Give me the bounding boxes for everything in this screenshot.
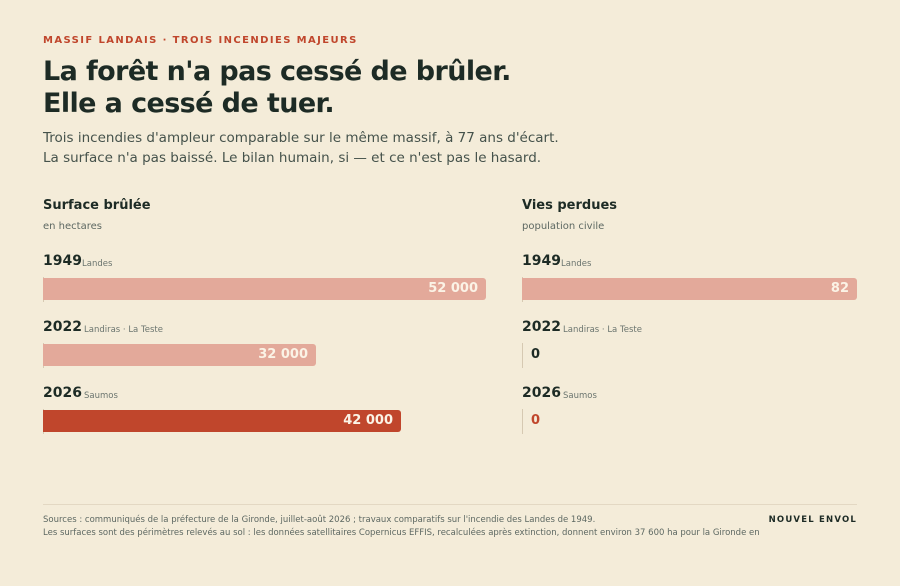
headline-line-2: Elle a cessé de tuer.	[43, 88, 335, 119]
place-label: Saumos	[84, 391, 118, 401]
place-label: Saumos	[563, 391, 597, 401]
sources-line-1: Sources : communiqués de la préfecture d…	[43, 515, 596, 525]
place-label: Landiras · La Teste	[563, 325, 642, 335]
bar-value-label: 0	[531, 413, 541, 428]
footer-divider	[43, 504, 857, 505]
lives-chart-unit: population civile	[522, 221, 605, 232]
bar	[522, 278, 857, 300]
kicker: MASSIF LANDAIS · TROIS INCENDIES MAJEURS	[43, 35, 358, 46]
lives-chart-title: Vies perdues	[522, 198, 618, 213]
year-label: 2026	[43, 385, 82, 401]
year-label: 1949	[522, 253, 561, 269]
chart-row: 1949 Landes 52 000	[43, 253, 486, 303]
infographic: MASSIF LANDAIS · TROIS INCENDIES MAJEURS…	[43, 0, 857, 586]
sources-line-2: Les surfaces sont des périmètres relevés…	[43, 527, 760, 538]
brand-logo: NOUVEL ENVOL	[768, 515, 857, 525]
dek-line-1: Trois incendies d'ampleur comparable sur…	[43, 130, 559, 146]
chart-row: 2022 Landiras · La Teste 32 000	[43, 319, 486, 369]
place-label: Landes	[561, 259, 592, 269]
year-label: 1949	[43, 253, 82, 269]
bar-value-label: 52 000	[428, 281, 478, 296]
year-label: 2022	[522, 319, 561, 335]
year-label: 2026	[522, 385, 561, 401]
chart-row: 1949 Landes 82	[522, 253, 857, 303]
bar	[43, 278, 486, 300]
year-label: 2022	[43, 319, 82, 335]
chart-row: 2022 Landiras · La Teste 0	[522, 319, 857, 369]
bar-baseline	[522, 409, 523, 434]
chart-row: 2026 Saumos 42 000	[43, 385, 486, 435]
dek: Trois incendies d'ampleur comparable sur…	[43, 129, 559, 168]
chart-row: 2026 Saumos 0	[522, 385, 857, 435]
headline-line-1: La forêt n'a pas cessé de brûler.	[43, 56, 511, 87]
headline: La forêt n'a pas cessé de brûler. Elle a…	[43, 56, 511, 120]
place-label: Landes	[82, 259, 113, 269]
surface-chart-unit: en hectares	[43, 221, 102, 232]
bar-value-label: 0	[531, 347, 541, 362]
sources: Sources : communiqués de la préfecture d…	[43, 514, 763, 539]
bar-baseline	[522, 343, 523, 368]
dek-line-2: La surface n'a pas baissé. Le bilan huma…	[43, 149, 542, 166]
bar	[43, 344, 316, 366]
bar-value-label: 82	[830, 281, 849, 296]
place-label: Landiras · La Teste	[84, 325, 163, 335]
bar	[43, 410, 401, 432]
surface-chart-title: Surface brûlée	[43, 198, 151, 213]
bar-value-label: 32 000	[258, 347, 308, 362]
bar-value-label: 42 000	[343, 413, 393, 428]
